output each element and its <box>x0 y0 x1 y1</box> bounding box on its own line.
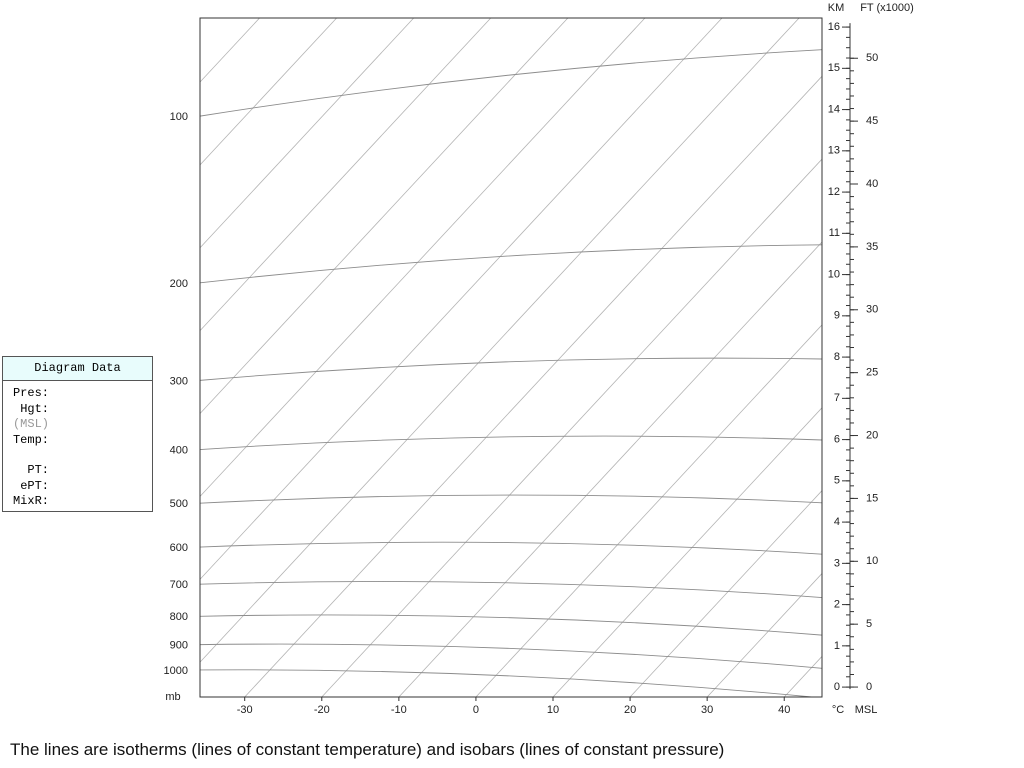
km-tick-label: 14 <box>828 103 840 115</box>
isotherm-extra <box>200 18 646 498</box>
ft-tick-label: 25 <box>866 367 878 379</box>
km-tick-label: 13 <box>828 145 840 157</box>
caption: The lines are isotherms (lines of consta… <box>10 740 725 759</box>
isobar <box>200 435 822 451</box>
ft-tick-label: 35 <box>866 241 878 253</box>
km-tick-label: 8 <box>834 351 840 363</box>
panel-fields: Pres: Hgt: (MSL) Temp: PT: ePT: MixR: <box>3 381 152 510</box>
ft-tick-label: 15 <box>866 492 878 504</box>
ft-tick-label: 5 <box>866 618 872 630</box>
km-axis-title: KM <box>828 2 845 14</box>
isobar <box>200 357 822 381</box>
isotherm-extra <box>200 18 723 580</box>
temperature-axis-title: °C <box>832 704 844 716</box>
km-tick-label: 3 <box>834 557 840 569</box>
isotherm <box>321 158 822 697</box>
km-tick-label: 16 <box>828 21 840 33</box>
isobar <box>200 669 817 697</box>
x-tick-label: 20 <box>624 704 636 716</box>
isobar <box>200 614 822 636</box>
isotherm-extra <box>200 18 492 332</box>
ft-tick-label: 30 <box>866 304 878 316</box>
isotherm-extra <box>200 18 415 249</box>
y-tick-label: 300 <box>170 375 188 387</box>
km-tick-label: 9 <box>834 310 840 322</box>
km-tick-label: 1 <box>834 640 840 652</box>
x-tick-label: 0 <box>473 704 479 716</box>
km-tick-label: 11 <box>829 227 840 239</box>
x-tick-label: -10 <box>391 704 407 716</box>
panel-field: Temp: <box>12 432 49 447</box>
x-tick-label: 40 <box>778 704 790 716</box>
diagram-data-panel: Diagram Data Pres: Hgt: (MSL) Temp: PT: ePT: M… <box>2 356 153 512</box>
y-tick-label: 900 <box>170 640 188 652</box>
ft-axis-title: FT (x1000) <box>860 2 914 14</box>
y-tick-label: 800 <box>170 611 188 623</box>
isobar <box>200 643 822 669</box>
isotherm <box>244 75 822 697</box>
y-tick-label: 1000 <box>164 665 188 677</box>
km-tick-label: 7 <box>834 392 840 404</box>
y-tick-label: 600 <box>170 542 188 554</box>
x-tick-label: 10 <box>547 704 559 716</box>
plot-frame <box>199 17 823 698</box>
panel-title: Diagram Data <box>3 357 152 381</box>
y-tick-label: 500 <box>170 498 188 510</box>
ft-tick-label: 20 <box>866 429 878 441</box>
isotherm-extra <box>200 18 800 663</box>
x-tick-label: 30 <box>701 704 713 716</box>
km-tick-label: 4 <box>834 516 840 528</box>
panel-field: ePT: <box>20 478 49 493</box>
isotherm <box>783 655 822 697</box>
ft-tick-label: 0 <box>866 681 872 693</box>
isotherm <box>629 490 822 697</box>
isotherm-extra <box>200 18 337 166</box>
isotherm-extra <box>200 18 569 415</box>
km-tick-label: 2 <box>834 599 840 611</box>
km-tick-label: 6 <box>834 433 840 445</box>
isobar <box>200 49 822 117</box>
panel-field: PT: <box>27 463 49 477</box>
km-tick-label: 15 <box>828 62 840 74</box>
plot-lines <box>200 18 822 697</box>
isobar <box>200 541 822 555</box>
isobar <box>200 244 822 284</box>
km-tick-label: 5 <box>834 475 840 487</box>
ft-tick-label: 40 <box>866 178 878 190</box>
km-tick-label: 12 <box>828 186 840 198</box>
panel-field: Hgt: <box>20 401 49 416</box>
ft-tick-label: 50 <box>866 52 878 64</box>
isotherm <box>398 241 822 697</box>
km-tick-label: 10 <box>828 268 840 280</box>
panel-field: MixR: <box>12 494 49 508</box>
ft-tick-label: 10 <box>866 555 878 567</box>
isobar <box>200 494 822 504</box>
panel-field: (MSL) <box>12 417 49 431</box>
isotherm <box>706 572 822 697</box>
isotherm <box>552 407 822 697</box>
km-tick-label: 0 <box>834 681 840 693</box>
ft-tick-label: 45 <box>866 115 878 127</box>
x-tick-label: -20 <box>314 704 330 716</box>
x-tick-label: -30 <box>237 704 253 716</box>
isotherm <box>475 324 822 697</box>
panel-field: Pres: <box>12 386 49 400</box>
isobar <box>200 581 822 598</box>
chart: KM FT (x1000) mb °C MSL -30 -20 -10 0 10 20 30… <box>164 2 914 716</box>
pressure-axis-title: mb <box>165 691 180 703</box>
y-tick-label: 200 <box>170 278 188 290</box>
y-tick-label: 400 <box>170 444 188 456</box>
height-axis-title: MSL <box>855 704 878 716</box>
y-tick-label: 100 <box>170 111 188 123</box>
y-tick-label: 700 <box>170 579 188 591</box>
